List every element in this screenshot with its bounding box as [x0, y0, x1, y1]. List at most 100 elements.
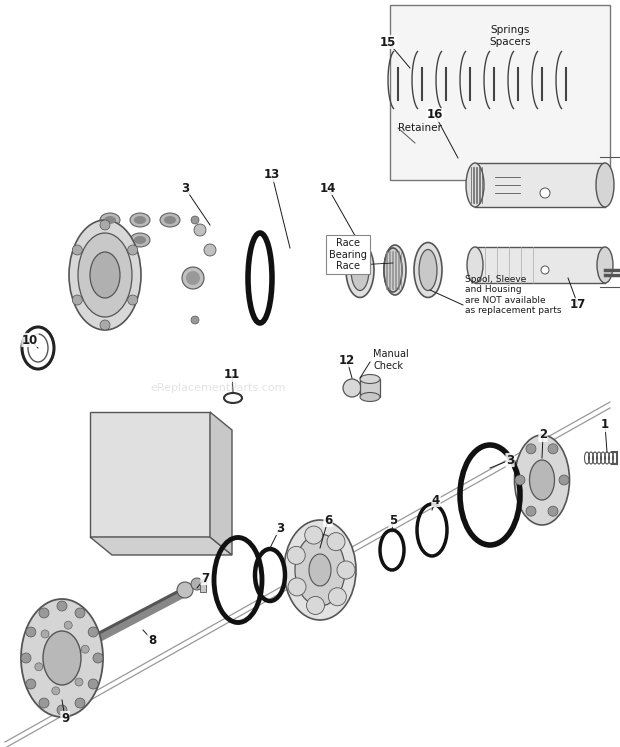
Ellipse shape [389, 252, 401, 288]
Text: 1: 1 [601, 418, 609, 432]
Ellipse shape [597, 247, 613, 283]
Circle shape [191, 316, 199, 324]
Text: 11: 11 [224, 368, 240, 382]
Bar [360, 379, 380, 397]
Circle shape [52, 686, 60, 695]
Text: 5: 5 [389, 513, 397, 527]
Ellipse shape [360, 374, 380, 383]
Ellipse shape [69, 220, 141, 330]
Ellipse shape [130, 233, 150, 247]
Bar [390, 5, 610, 180]
Circle shape [100, 220, 110, 230]
Circle shape [64, 622, 72, 629]
Polygon shape [210, 412, 232, 555]
Ellipse shape [419, 249, 437, 291]
Circle shape [75, 608, 85, 618]
Circle shape [21, 653, 31, 663]
Ellipse shape [160, 213, 180, 227]
Text: Race
Bearing
Race: Race Bearing Race [329, 238, 367, 271]
Ellipse shape [467, 247, 483, 283]
Text: 12: 12 [339, 353, 355, 367]
Text: 3: 3 [181, 182, 189, 194]
Circle shape [88, 679, 98, 689]
Text: 3: 3 [276, 521, 284, 535]
Bar [475, 163, 605, 207]
Text: 14: 14 [320, 182, 336, 194]
Circle shape [75, 698, 85, 708]
Text: 17: 17 [570, 299, 586, 311]
Bar [200, 582, 206, 592]
Text: 13: 13 [264, 169, 280, 182]
Text: Manual
Check: Manual Check [373, 349, 409, 371]
Circle shape [26, 627, 36, 637]
Ellipse shape [43, 631, 81, 685]
Circle shape [100, 320, 110, 330]
Ellipse shape [134, 236, 146, 244]
Circle shape [73, 295, 82, 305]
Ellipse shape [21, 599, 103, 717]
Ellipse shape [515, 435, 570, 525]
Ellipse shape [529, 460, 554, 500]
Ellipse shape [100, 233, 120, 247]
Circle shape [327, 533, 345, 551]
Circle shape [194, 224, 206, 236]
Circle shape [548, 506, 558, 516]
Ellipse shape [130, 213, 150, 227]
Text: Springs
Spacers: Springs Spacers [489, 25, 531, 46]
Circle shape [540, 188, 550, 198]
Text: 8: 8 [148, 633, 156, 646]
Text: eReplacementParts.com: eReplacementParts.com [150, 383, 286, 393]
Ellipse shape [384, 248, 402, 292]
Ellipse shape [104, 236, 116, 244]
Ellipse shape [182, 267, 204, 289]
Circle shape [88, 627, 98, 637]
Text: 9: 9 [61, 711, 69, 725]
Ellipse shape [284, 520, 356, 620]
Text: 16: 16 [427, 108, 443, 122]
Ellipse shape [351, 249, 369, 291]
Circle shape [204, 244, 216, 256]
Circle shape [81, 645, 89, 653]
Circle shape [548, 444, 558, 454]
Ellipse shape [186, 271, 200, 285]
Circle shape [288, 578, 306, 596]
Circle shape [39, 698, 49, 708]
Text: 15: 15 [380, 36, 396, 49]
Circle shape [559, 475, 569, 485]
Ellipse shape [360, 392, 380, 401]
Circle shape [57, 601, 67, 611]
Circle shape [26, 679, 36, 689]
Text: 10: 10 [22, 333, 38, 347]
Text: 4: 4 [432, 494, 440, 506]
Circle shape [57, 705, 67, 715]
Ellipse shape [90, 252, 120, 298]
Text: 2: 2 [539, 429, 547, 441]
Circle shape [191, 216, 199, 224]
Ellipse shape [384, 245, 406, 295]
Circle shape [306, 596, 324, 615]
Circle shape [526, 444, 536, 454]
Ellipse shape [134, 216, 146, 224]
Circle shape [541, 266, 549, 274]
Circle shape [128, 295, 138, 305]
Ellipse shape [78, 233, 132, 317]
Ellipse shape [466, 163, 484, 207]
Ellipse shape [309, 554, 331, 586]
Circle shape [128, 245, 138, 255]
Circle shape [39, 608, 49, 618]
Circle shape [177, 582, 193, 598]
Circle shape [337, 561, 355, 579]
Ellipse shape [596, 163, 614, 207]
Ellipse shape [104, 216, 116, 224]
Ellipse shape [100, 213, 120, 227]
Ellipse shape [346, 243, 374, 297]
Polygon shape [90, 412, 210, 537]
Circle shape [41, 630, 49, 638]
Circle shape [35, 663, 43, 671]
Text: 3: 3 [506, 453, 514, 466]
Circle shape [73, 245, 82, 255]
Text: Retainer: Retainer [398, 123, 442, 133]
Ellipse shape [164, 216, 176, 224]
Text: Spool, Sleeve
and Housing
are NOT available
as replacement parts: Spool, Sleeve and Housing are NOT availa… [465, 275, 562, 315]
Circle shape [304, 526, 323, 544]
